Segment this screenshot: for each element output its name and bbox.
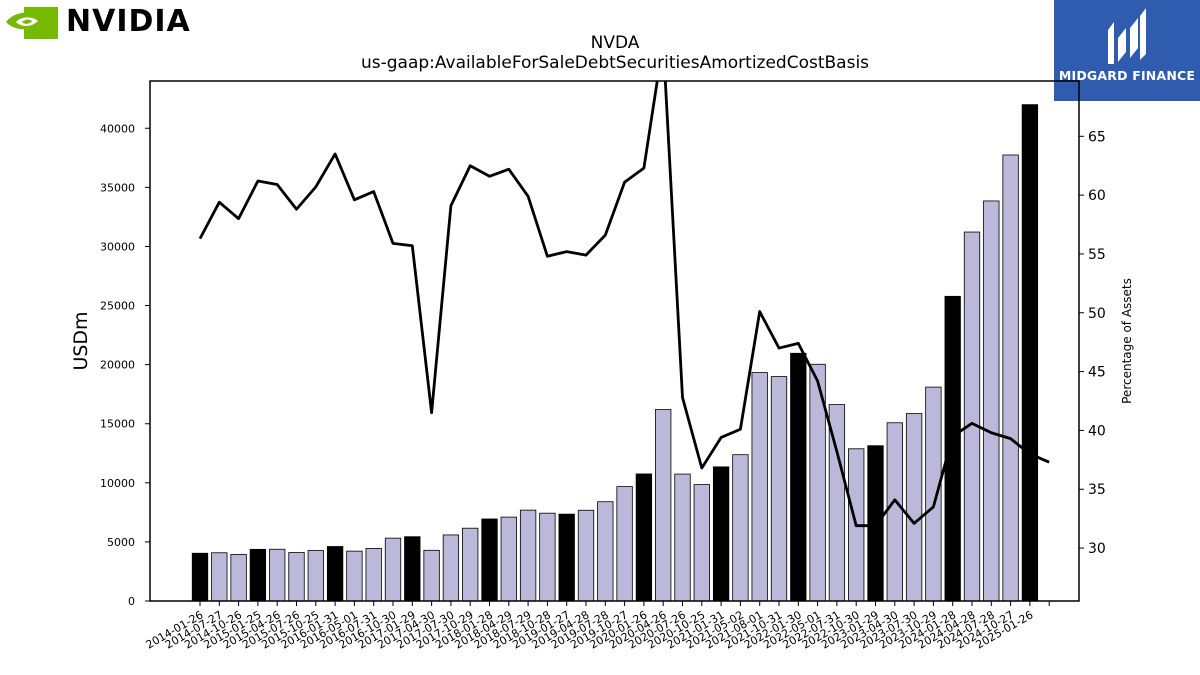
bar — [886, 422, 903, 602]
bar — [597, 501, 614, 602]
bar — [655, 409, 672, 602]
bar — [751, 372, 768, 602]
bar — [346, 550, 363, 602]
bar — [269, 548, 286, 602]
bar — [326, 546, 344, 602]
bar — [732, 454, 749, 602]
y2-tick-label: 65 — [1088, 129, 1106, 145]
y-tick-label: 40000 — [100, 122, 135, 135]
bar — [365, 548, 382, 602]
bar — [462, 527, 479, 602]
y2-axis-label: Percentage of Assets — [1120, 278, 1134, 404]
bar — [384, 537, 402, 602]
y-tick-label: 25000 — [100, 300, 135, 313]
bar — [288, 552, 305, 602]
bar — [983, 200, 1000, 602]
bar — [500, 516, 517, 602]
x-axis: 2014-01-262014-07-272014-10-262015-01-25… — [144, 601, 1050, 652]
bar — [230, 554, 247, 602]
bar — [905, 413, 923, 602]
bar — [577, 509, 595, 602]
bar — [558, 513, 575, 602]
y2-tick-label: 50 — [1088, 306, 1106, 322]
bar — [1021, 104, 1039, 602]
bar — [1002, 154, 1019, 602]
y2-tick-label: 30 — [1088, 541, 1106, 557]
y-tick-label: 10000 — [100, 477, 135, 490]
chart-subtitle: us-gaap:AvailableForSaleDebtSecuritiesAm… — [361, 53, 869, 73]
y-axis-right: 30 35 40 45 50 55 60 65 — [1079, 129, 1106, 557]
bar — [674, 473, 691, 602]
bar — [423, 549, 440, 602]
series-line-percentage-of-assets — [198, 81, 1050, 528]
bar — [963, 231, 981, 602]
bar — [249, 548, 267, 602]
bar — [539, 512, 556, 602]
y-tick-label: 20000 — [100, 359, 135, 372]
bar — [211, 552, 228, 602]
y-tick-label: 5000 — [107, 536, 135, 549]
y2-tick-label: 55 — [1088, 247, 1106, 263]
plot-area-frame — [149, 80, 1080, 602]
chart-title: NVDA — [591, 33, 640, 53]
percentage-line-series — [198, 81, 1050, 528]
bar — [693, 484, 710, 602]
nvidia-logo: NVIDIA — [4, 4, 191, 40]
bar — [790, 352, 807, 602]
bar — [712, 466, 730, 602]
bar — [519, 509, 537, 602]
midgard-finance-name: MIDGARD FINANCE — [1058, 68, 1196, 83]
bar — [944, 295, 961, 602]
bar — [635, 473, 653, 602]
bar — [770, 376, 788, 602]
bar — [481, 518, 498, 602]
y-tick-label: 0 — [128, 595, 135, 608]
y-tick-label: 30000 — [100, 240, 135, 253]
y-axis-label: USDm — [70, 311, 92, 370]
nvidia-wordmark: NVIDIA — [66, 4, 191, 39]
y2-tick-label: 45 — [1088, 365, 1106, 381]
y2-tick-label: 60 — [1088, 188, 1106, 204]
bar — [404, 536, 421, 602]
y-tick-label: 15000 — [100, 418, 135, 431]
bar — [616, 486, 633, 602]
bar — [925, 386, 942, 602]
bar — [191, 552, 209, 602]
y2-tick-label: 40 — [1088, 423, 1106, 439]
bar — [442, 534, 460, 602]
nvidia-eye-icon — [4, 5, 58, 39]
bar — [867, 445, 884, 602]
midgard-logo-icon — [1108, 8, 1146, 64]
bar — [307, 550, 324, 602]
y-tick-label: 35000 — [100, 181, 135, 194]
y2-tick-label: 35 — [1088, 482, 1106, 498]
y-axis-left: 0 5000 10000 15000 20000 25000 30000 35000 40000 — [100, 122, 150, 608]
